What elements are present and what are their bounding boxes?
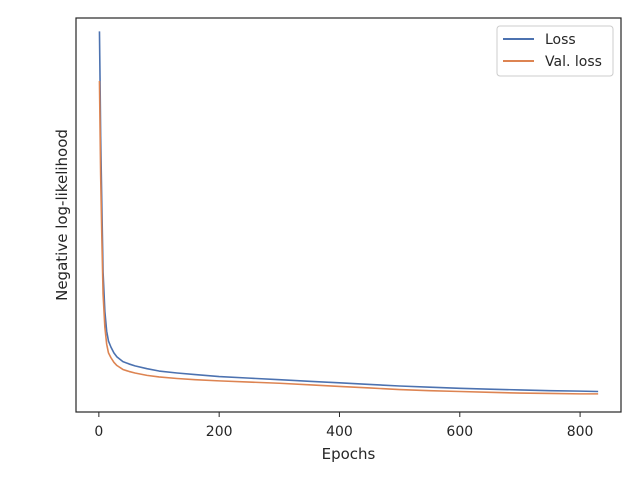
x-tick-label: 200: [206, 424, 233, 440]
x-tick-label: 400: [326, 424, 353, 440]
series-layer: [98, 31, 599, 395]
plot-area: [75, 17, 622, 413]
y-axis-label: Negative log-likelihood: [53, 129, 71, 301]
series-line-val-loss: [98, 81, 599, 395]
x-tick-label: 0: [94, 424, 103, 440]
x-axis-ticks: 0 200 400 600 800: [94, 412, 593, 440]
legend: Loss Val. loss: [496, 25, 614, 77]
series-line-loss: [98, 31, 599, 393]
legend-label-loss: Loss: [545, 32, 576, 48]
legend-label-val-loss: Val. loss: [545, 54, 602, 70]
x-tick-label: 600: [446, 424, 473, 440]
x-tick-label: 800: [567, 424, 594, 440]
x-axis-label: Epochs: [322, 445, 376, 463]
